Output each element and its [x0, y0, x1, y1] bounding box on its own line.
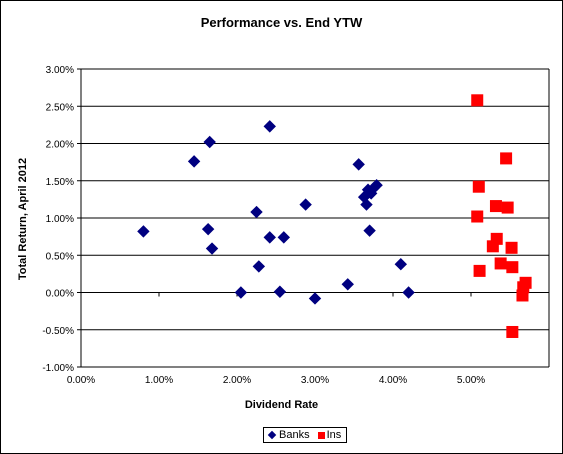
data-point-ins [505, 241, 518, 254]
y-tick-label: 1.50% [46, 177, 74, 188]
y-tick-label: 0.00% [46, 289, 74, 300]
x-tick-label: 5.00% [457, 375, 485, 386]
data-point-banks [360, 198, 373, 211]
data-point-banks [299, 198, 312, 211]
data-point-banks [308, 292, 322, 305]
data-point-ins [500, 152, 513, 165]
data-point-banks [273, 285, 287, 298]
legend-label-banks: Banks [279, 429, 310, 441]
y-tick-label: -1.00% [42, 363, 74, 374]
data-point-banks [187, 155, 201, 168]
y-tick-label: 0.50% [46, 251, 74, 262]
legend-entry-banks: Banks [267, 429, 310, 441]
legend-label-ins: Ins [326, 429, 342, 441]
data-point-ins [506, 261, 519, 274]
data-point-banks [137, 225, 150, 238]
data-point-banks [352, 158, 365, 171]
data-point-ins [519, 276, 532, 289]
y-tick-label: 3.00% [46, 65, 74, 76]
data-point-banks [250, 205, 263, 219]
y-tick-label: -0.50% [42, 326, 74, 337]
legend: Banks Ins [263, 427, 348, 443]
data-point-banks [203, 135, 216, 149]
data-point-banks [263, 120, 276, 133]
square-marker-icon [317, 431, 325, 439]
data-point-ins [472, 180, 485, 193]
x-tick-label: 0.00% [67, 375, 95, 386]
legend-entry-ins: Ins [317, 429, 342, 441]
data-point-banks [234, 286, 248, 299]
data-point-banks [402, 286, 415, 299]
data-point-ins [489, 200, 502, 213]
x-tick-label: 1.00% [145, 375, 173, 386]
data-point-banks [263, 231, 276, 244]
data-point-banks [201, 222, 215, 236]
x-tick-label: 4.00% [379, 375, 407, 386]
x-axis-title: Dividend Rate [244, 399, 319, 411]
data-point-banks [341, 278, 354, 291]
data-point-ins [494, 257, 507, 270]
data-point-banks [277, 231, 291, 244]
data-point-banks [363, 224, 376, 237]
data-point-ins [473, 264, 486, 277]
data-point-banks [394, 257, 408, 271]
y-tick-label: 2.00% [46, 140, 74, 151]
data-point-banks [252, 260, 266, 273]
chart-title: Performance vs. End YTW [200, 15, 363, 30]
data-point-banks [370, 179, 383, 192]
y-tick-label: 2.50% [46, 102, 74, 113]
data-point-banks [205, 242, 219, 255]
x-tick-label: 3.00% [301, 375, 329, 386]
data-point-ins [501, 201, 514, 214]
data-point-ins [506, 325, 519, 338]
data-point-ins [471, 94, 484, 107]
data-point-ins [490, 232, 503, 245]
y-tick-label: 1.00% [46, 214, 74, 225]
x-tick-label: 2.00% [223, 375, 251, 386]
data-point-ins [471, 210, 484, 223]
diamond-marker-icon [267, 430, 277, 440]
